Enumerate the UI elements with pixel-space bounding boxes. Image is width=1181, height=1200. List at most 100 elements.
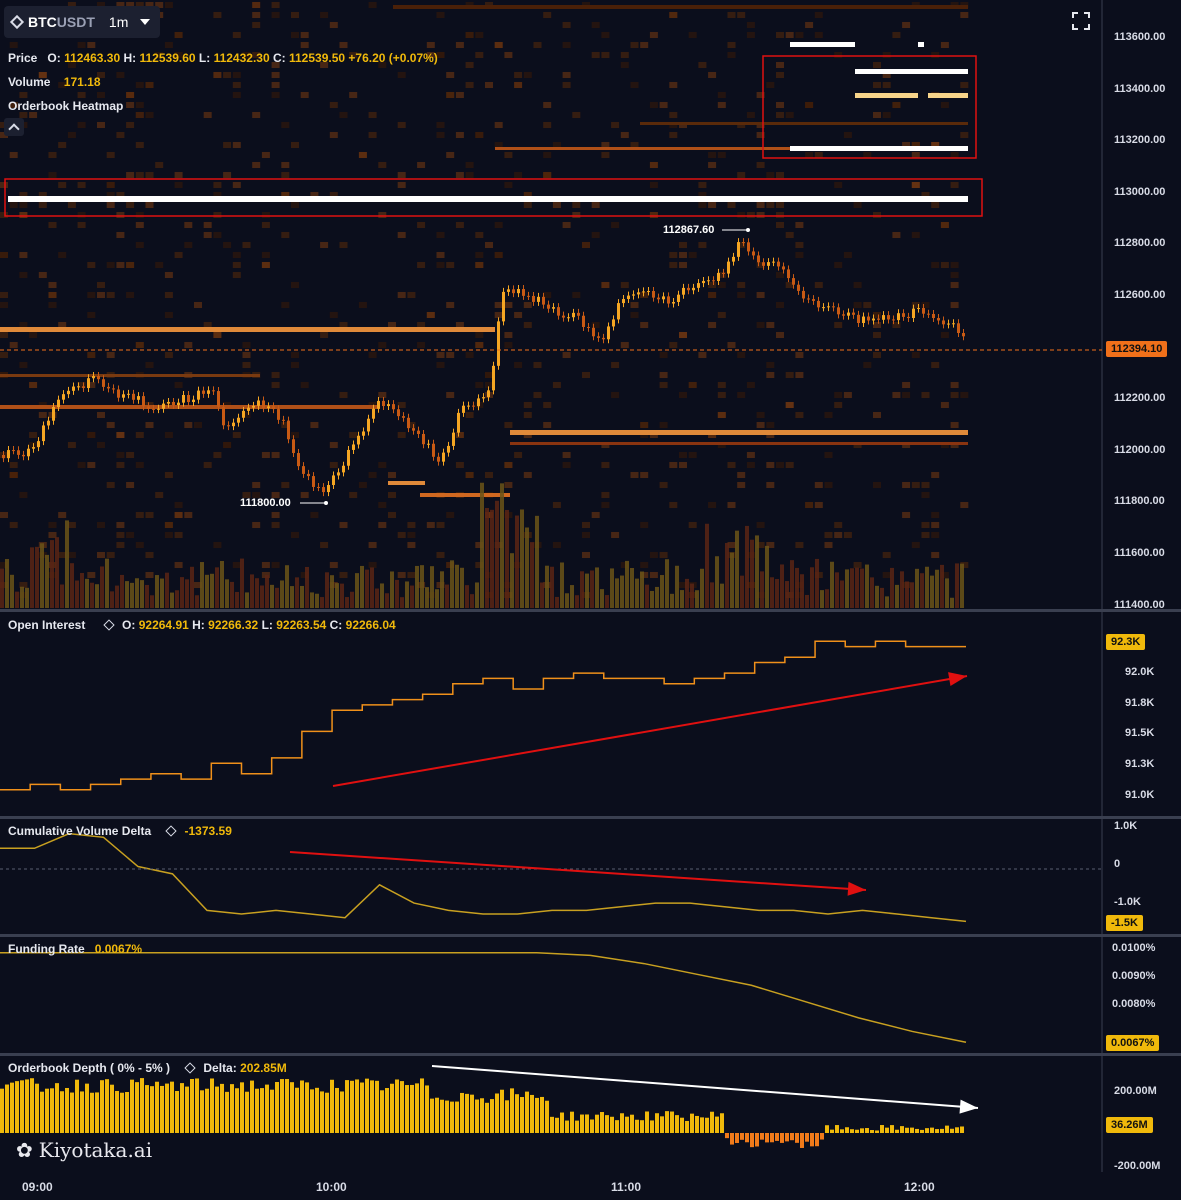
price-tick-label: 113400.00 (1114, 82, 1166, 95)
depth-bar (725, 1133, 729, 1139)
depth-bar (400, 1081, 404, 1133)
heatmap-cell (611, 122, 620, 128)
volume-bar (570, 585, 574, 608)
volume-bar (810, 567, 814, 608)
liquidity-wall (393, 5, 968, 9)
volume-bar (665, 559, 669, 608)
heatmap-cell (106, 482, 115, 488)
heatmap-cell (475, 232, 484, 238)
depth-bar (430, 1098, 434, 1133)
heatmap-cell (669, 112, 678, 118)
heatmap-cell (436, 52, 445, 58)
liquidity-wall (790, 42, 855, 47)
volume-bar (100, 566, 104, 608)
depth-bar (535, 1097, 539, 1133)
heatmap-cell (164, 42, 173, 48)
heatmap-cell (475, 332, 484, 338)
heatmap-cell (795, 32, 804, 38)
volume-bar (295, 577, 299, 608)
heatmap-cell (776, 172, 784, 178)
heatmap-cell (882, 52, 891, 58)
heatmap-cell (38, 192, 47, 198)
heatmap-cell (242, 492, 251, 498)
heatmap-cell (145, 172, 154, 178)
volume-bar (410, 585, 414, 608)
pane-divider[interactable] (0, 934, 1181, 937)
heatmap-cell (271, 382, 280, 388)
heatmap-cell (436, 352, 445, 358)
depth-bar (585, 1114, 589, 1133)
oi-legend: Open Interest O: 92264.91 H: 92266.32 L:… (8, 618, 396, 632)
heatmap-cell (494, 302, 503, 308)
volume-bar (730, 552, 734, 608)
depth-bar (510, 1088, 514, 1133)
depth-bar (325, 1092, 329, 1133)
heatmap-cell (291, 282, 299, 288)
pane-divider[interactable] (0, 609, 1181, 612)
heatmap-cell (213, 72, 222, 78)
heatmap-cell (824, 452, 833, 458)
volume-bar (725, 542, 729, 608)
volume-bar (875, 585, 879, 608)
depth-bar (785, 1133, 789, 1142)
depth-bar (335, 1087, 339, 1133)
heatmap-cell (97, 292, 105, 298)
volume-bar (555, 596, 559, 608)
funding-line (0, 951, 967, 1044)
symbol-selector[interactable]: BTCUSDT 1m (4, 6, 160, 38)
volume-bar (465, 585, 469, 608)
depth-bar (210, 1078, 214, 1133)
chevron-down-icon[interactable] (140, 19, 151, 25)
volume-bar (125, 581, 129, 608)
heatmap-cell (494, 122, 503, 128)
volume-bar (560, 562, 564, 608)
volume-bar (255, 578, 259, 608)
heatmap-cell (378, 212, 387, 218)
heatmap-cell (223, 72, 232, 78)
heatmap-cell (29, 382, 38, 388)
heatmap-cell (407, 532, 416, 538)
heatmap-cell (174, 172, 183, 178)
collapse-legend-button[interactable] (4, 118, 24, 136)
volume-bar (510, 553, 514, 608)
depth-bar (220, 1083, 224, 1133)
volume-bar (350, 591, 354, 608)
depth-bar (35, 1083, 39, 1133)
heatmap-cell (145, 552, 154, 558)
heatmap-cell (698, 242, 707, 248)
pane-divider[interactable] (0, 816, 1181, 819)
depth-bar (370, 1080, 374, 1133)
volume-bar (565, 593, 569, 608)
heatmap-cell (582, 242, 590, 248)
fullscreen-icon[interactable] (1072, 12, 1090, 30)
candle-body (747, 242, 750, 252)
heatmap-cell (436, 232, 445, 238)
heatmap-cell (950, 382, 959, 388)
heatmap-cell (950, 152, 959, 158)
depth-bar (130, 1079, 134, 1133)
heatmap-cell (766, 202, 775, 208)
heatmap-cell (659, 422, 668, 428)
candle-body (412, 428, 415, 431)
oi-trend-arrow (332, 675, 968, 787)
candle-body (507, 289, 510, 292)
liquidity-wall (0, 405, 380, 409)
candle-body (702, 280, 705, 284)
candle-body (222, 406, 225, 426)
low-marker: 111800.00 (240, 497, 291, 509)
volume-bar (615, 578, 619, 608)
depth-bar (95, 1092, 99, 1133)
timeframe-label[interactable]: 1m (108, 14, 129, 30)
depth-bar (930, 1127, 934, 1133)
volume-bar (550, 566, 554, 608)
candle-body (42, 425, 45, 442)
pane-divider[interactable] (0, 1053, 1181, 1056)
volume-bar (760, 571, 764, 608)
candle-body (602, 337, 605, 340)
volume-bar (320, 597, 324, 608)
heatmap-cell (145, 2, 154, 8)
candle-body (147, 406, 150, 409)
candle-body (872, 318, 875, 321)
